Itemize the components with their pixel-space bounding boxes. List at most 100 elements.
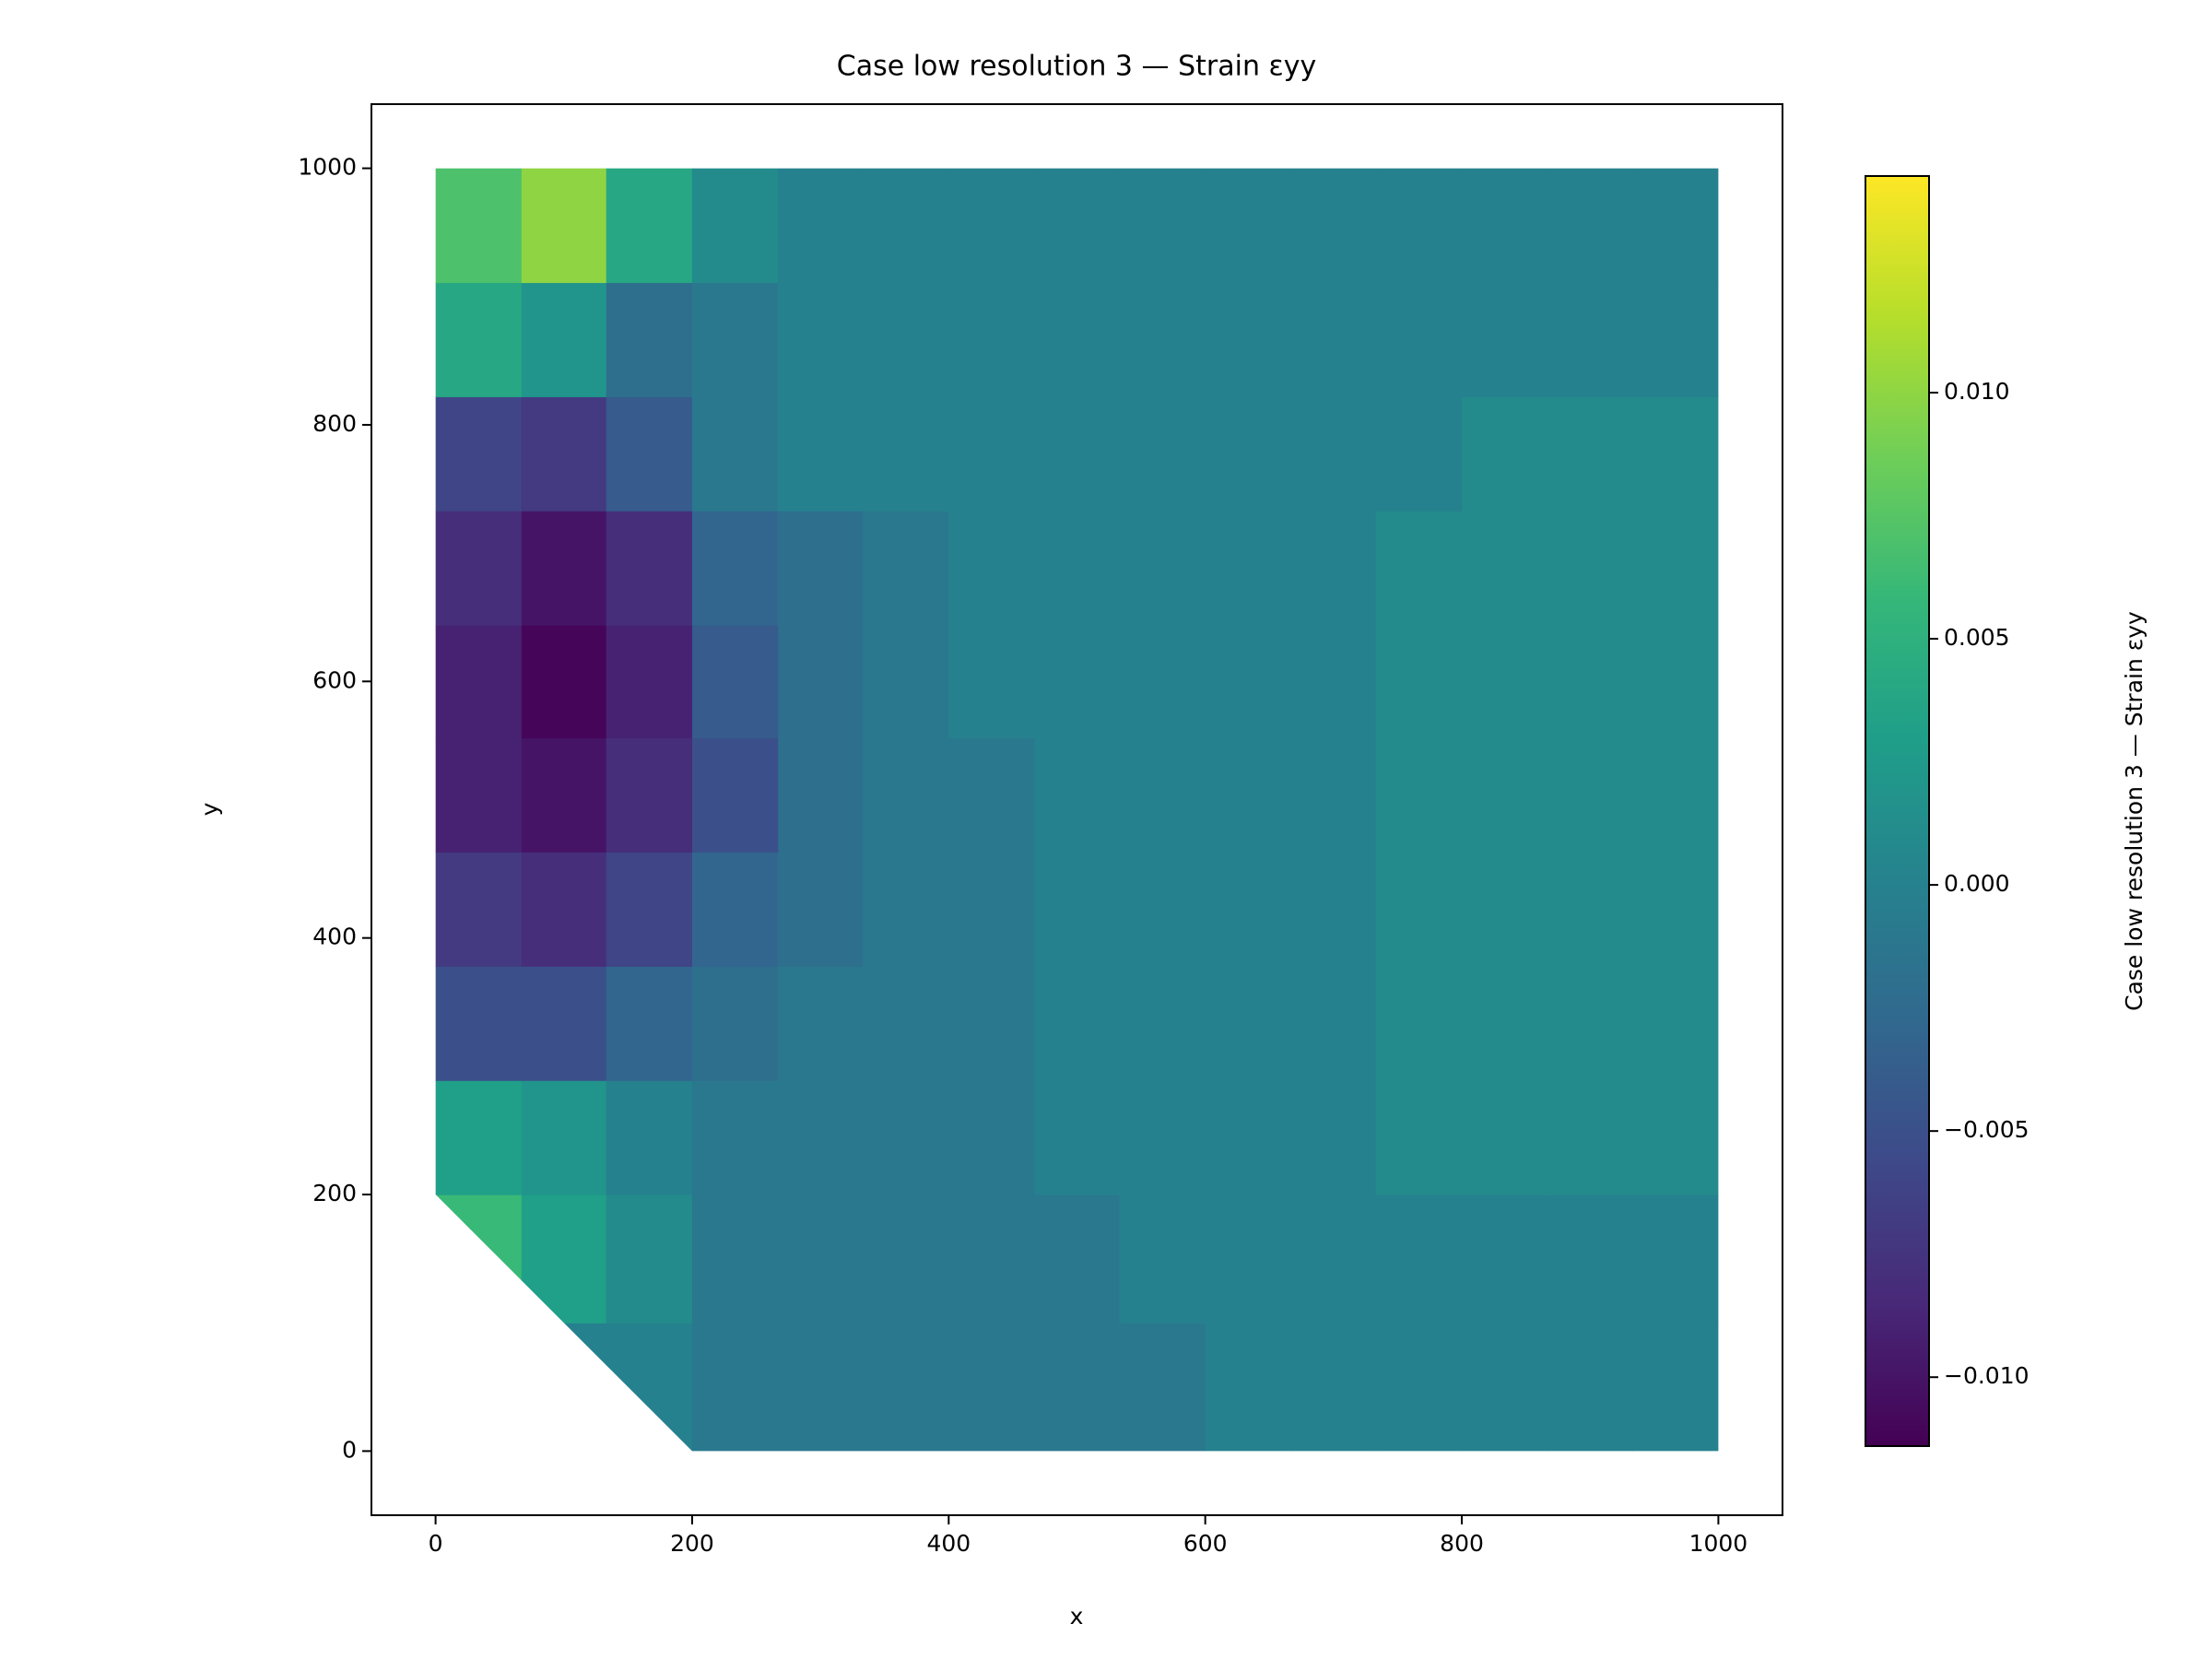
mesh-cell: [1547, 737, 1633, 853]
y-tick-label: 200: [312, 1180, 357, 1206]
mesh-cell: [948, 282, 1036, 397]
mesh-cell: [1205, 737, 1292, 853]
mesh-cell: [863, 1194, 949, 1324]
mesh-cell: [1034, 737, 1121, 853]
mesh-cell: [1290, 737, 1377, 853]
mesh-cell: [1119, 737, 1206, 853]
colorbar-tick-label: −0.005: [1944, 1116, 2030, 1143]
mesh-cell: [1462, 1323, 1548, 1452]
mesh-cell: [521, 852, 607, 967]
mesh-cell: [691, 1323, 779, 1452]
mesh-cell: [435, 1194, 523, 1324]
mesh-cell: [1547, 168, 1633, 284]
mesh-cell: [1034, 1194, 1121, 1324]
mesh-cell: [606, 282, 693, 397]
chart-title: Case low resolution 3 — Strain εyy: [837, 51, 1316, 83]
mesh-cell: [1632, 168, 1719, 284]
mesh-cell: [1632, 737, 1719, 853]
mesh-cell: [1462, 1194, 1548, 1324]
mesh-cell: [691, 625, 779, 739]
mesh-cell: [1034, 282, 1121, 397]
mesh-cell: [1375, 168, 1463, 284]
y-tick-label: 0: [342, 1436, 357, 1463]
mesh-cell: [1119, 282, 1206, 397]
mesh-cell: [691, 852, 779, 967]
mesh-cell: [948, 625, 1036, 739]
mesh-cell: [1375, 625, 1463, 739]
colorbar-tick-label: 0.005: [1944, 624, 2010, 651]
mesh-cell: [1547, 852, 1633, 967]
mesh-cell: [691, 168, 779, 284]
mesh-cell: [1632, 1323, 1719, 1452]
mesh-cell: [1632, 511, 1719, 626]
mesh-cell: [1290, 396, 1377, 512]
mesh-cell: [521, 282, 607, 397]
mesh-cell: [863, 396, 949, 512]
mesh-cell: [1034, 1323, 1121, 1452]
mesh-cell: [435, 282, 523, 397]
mesh-cell: [1462, 396, 1548, 512]
mesh-cell: [1632, 396, 1719, 512]
mesh-cell: [435, 852, 523, 967]
mesh-cell: [1547, 1194, 1633, 1324]
mesh-cell: [1462, 852, 1548, 967]
mesh: [435, 168, 1719, 1452]
mesh-cell: [1462, 511, 1548, 626]
mesh-cell: [606, 625, 693, 739]
mesh-cell: [778, 966, 864, 1081]
mesh-cell: [1205, 282, 1292, 397]
x-tick-label: 200: [670, 1530, 714, 1557]
x-tick-label: 600: [1183, 1530, 1228, 1557]
mesh-cell: [1205, 1194, 1292, 1324]
mesh-cell: [863, 625, 949, 739]
mesh-cell: [1632, 966, 1719, 1081]
mesh-cell: [948, 396, 1036, 512]
mesh-cell: [863, 168, 949, 284]
mesh-cell: [435, 511, 523, 626]
mesh-cell: [435, 396, 523, 512]
mesh-cell: [1205, 1080, 1292, 1195]
mesh-cell: [1462, 966, 1548, 1081]
mesh-cell: [606, 852, 693, 967]
mesh-cell: [1632, 1080, 1719, 1195]
mesh-cell: [691, 1080, 779, 1195]
mesh-cell: [1290, 511, 1377, 626]
mesh-cell: [1205, 625, 1292, 739]
mesh-cell: [1034, 396, 1121, 512]
mesh-cell: [1034, 625, 1121, 739]
mesh-cell: [1462, 282, 1548, 397]
mesh-cell: [1375, 1080, 1463, 1195]
mesh-cell: [606, 168, 693, 284]
colorbar-tick-label: 0.000: [1944, 870, 2010, 897]
mesh-cell: [1632, 852, 1719, 967]
mesh-cell: [1119, 625, 1206, 739]
mesh-cell: [863, 737, 949, 853]
mesh-cell: [1290, 852, 1377, 967]
mesh-cell: [521, 168, 607, 284]
mesh-cell: [863, 511, 949, 626]
mesh-cell: [863, 966, 949, 1081]
mesh-cell: [778, 737, 864, 853]
mesh-cell: [606, 966, 693, 1081]
mesh-cell: [1119, 966, 1206, 1081]
mesh-cell: [1205, 168, 1292, 284]
y-axis-label: y: [196, 802, 223, 816]
mesh-cell: [435, 1080, 523, 1195]
mesh-cell: [1119, 852, 1206, 967]
mesh-cell: [435, 966, 523, 1081]
mesh-cell: [948, 1323, 1036, 1452]
mesh-cell: [521, 1080, 607, 1195]
mesh-cell: [1205, 396, 1292, 512]
mesh-cell: [1119, 511, 1206, 626]
mesh-cell: [778, 168, 864, 284]
mesh-cell: [1119, 1323, 1206, 1452]
mesh-cell: [691, 966, 779, 1081]
mesh-cell: [1547, 396, 1633, 512]
mesh-cell: [1290, 1323, 1377, 1452]
mesh-cell: [435, 625, 523, 739]
mesh-cell: [606, 396, 693, 512]
mesh-cell: [1547, 1080, 1633, 1195]
mesh-cell: [606, 1194, 693, 1324]
mesh-cell: [1375, 282, 1463, 397]
mesh-cell: [521, 966, 607, 1081]
